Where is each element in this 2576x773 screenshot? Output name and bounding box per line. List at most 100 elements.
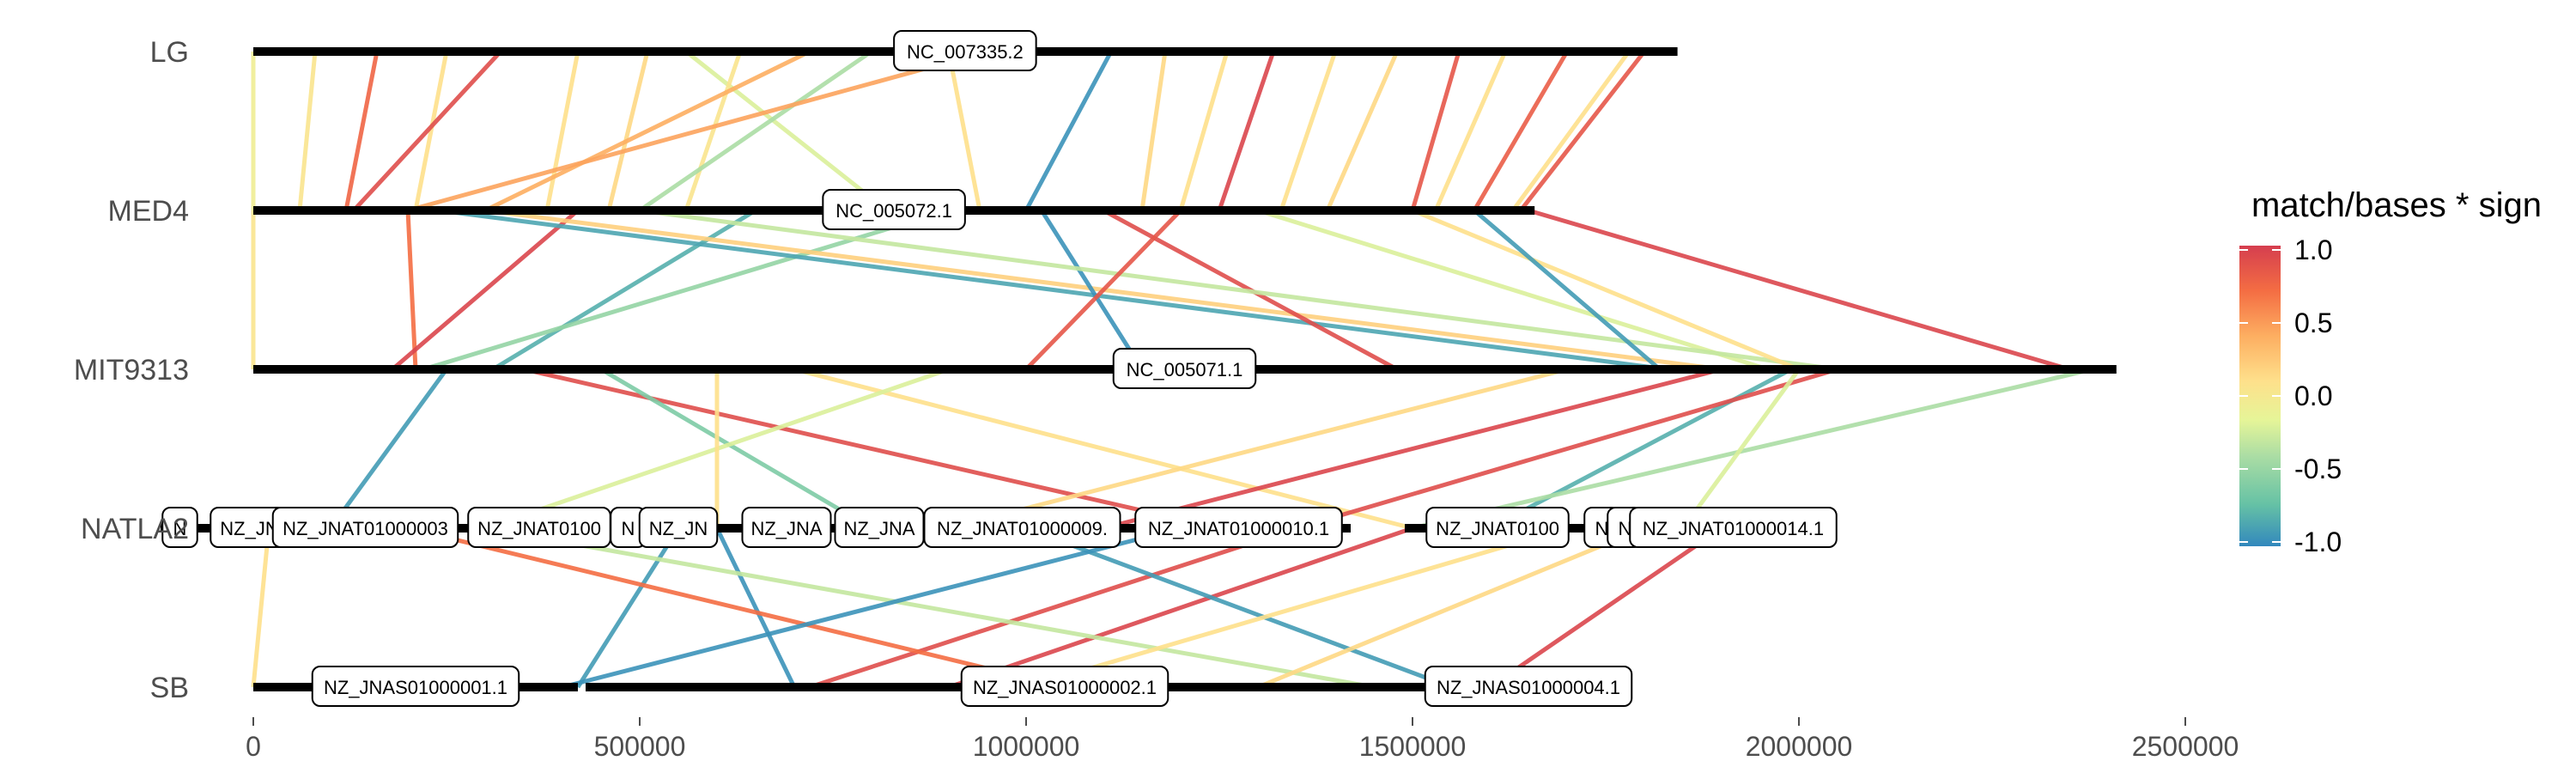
- x-tick-label: 1000000: [973, 731, 1080, 762]
- synteny-link: [1257, 526, 1645, 690]
- legend-tick-label: 0.5: [2294, 307, 2332, 338]
- sequence-tag: NZ_JNAS01000002.1: [960, 666, 1170, 707]
- sequence-tag-label: NZ_JNAT01000014.1: [1643, 518, 1824, 539]
- legend-tick-label: -0.5: [2294, 453, 2342, 484]
- synteny-link: [1325, 50, 1400, 212]
- synteny-link: [809, 526, 1297, 690]
- sequence-tag-label: NZ_JNAS01000001.1: [324, 677, 507, 698]
- synteny-link: [297, 51, 318, 211]
- sequence-tag: NC_007335.2: [893, 30, 1037, 71]
- synteny-link: [1178, 51, 1230, 211]
- sequence-tag: NC_005071.1: [1112, 348, 1257, 389]
- synteny-link: [1528, 208, 2070, 372]
- x-tick-label: 2500000: [2132, 731, 2239, 762]
- legend-tick-label: -1.0: [2294, 526, 2342, 557]
- sequence-tag: NZ_JNA: [741, 507, 832, 548]
- x-tick-label: 2000000: [1746, 731, 1853, 762]
- sequence-tag-label: NZ_JNAT0100: [477, 518, 601, 539]
- synteny-link: [948, 526, 1413, 690]
- sequence-tag: NZ_JNAS01000004.1: [1424, 666, 1633, 707]
- synteny-link: [1217, 51, 1276, 211]
- sequence-tag: NZ_JNAT01000014.1: [1629, 507, 1838, 548]
- sequence-tag: NZ_JN: [210, 507, 289, 548]
- synteny-link: [1410, 51, 1461, 211]
- sequence-tag-box: [638, 507, 719, 548]
- sequence-tag-box: [960, 666, 1170, 707]
- synteny-link: [639, 208, 1838, 372]
- synteny-link: [1025, 526, 1452, 690]
- sequence-tag: NZ_JN: [638, 507, 719, 548]
- sequence-tag: NZ_JNAT01000009.: [923, 507, 1121, 548]
- synteny-link: [405, 210, 418, 370]
- genome-labels: LG MED4 MIT9313 NATLA2 SB: [74, 36, 189, 704]
- sequence-tag-label: N: [622, 518, 635, 539]
- synteny-link: [946, 51, 982, 211]
- sequence-tag-box: [1134, 507, 1343, 548]
- color-legend: match/bases * sign 1.0 0.5 0.0 -0.5 -1.0: [2239, 186, 2542, 557]
- sequence-tag-label: NZ_JNAT01000003: [283, 518, 448, 539]
- sequence-tag: NC_005072.1: [822, 189, 966, 230]
- synteny-link: [683, 51, 743, 211]
- synteny-link: [1412, 208, 1800, 372]
- sequence-tag-label: NZ_JNAT01000009.: [937, 518, 1108, 539]
- x-tick-label: 0: [246, 731, 261, 762]
- sequence-tag-label: NZ_JNAS01000002.1: [973, 677, 1157, 698]
- genome-label: LG: [150, 36, 189, 69]
- synteny-link: [1680, 368, 1801, 530]
- sequence-tag-label: NC_007335.2: [907, 41, 1024, 63]
- synteny-link: [544, 51, 580, 211]
- synteny-link: [1139, 51, 1168, 211]
- genome-label: NATLA2: [81, 513, 189, 545]
- sequence-tag-box: [311, 666, 520, 707]
- genome-label: MIT9313: [74, 354, 189, 386]
- x-axis: 0 500000 1000000 1500000 2000000 2500000: [246, 717, 2239, 762]
- sequence-tag: NZ_JNAT0100: [1425, 507, 1570, 548]
- sequence-tag-box: [822, 189, 966, 230]
- synteny-link: [391, 209, 580, 371]
- genome-label: SB: [150, 672, 189, 704]
- sequence-tag-label: NZ_JNAS01000004.1: [1437, 677, 1620, 698]
- synteny-link: [1024, 209, 1182, 371]
- synteny-link: [714, 526, 797, 689]
- sequence-tag: NZ_JNAT01000003: [271, 507, 459, 548]
- genome-label: MED4: [108, 195, 189, 228]
- sequence-tag-box: [1629, 507, 1838, 548]
- synteny-link: [1473, 209, 1662, 371]
- synteny-links: [251, 49, 2093, 690]
- sequence-tag: NZ_JNAT0100: [467, 507, 611, 548]
- synteny-link: [562, 526, 1182, 690]
- synteny-link: [438, 208, 1668, 372]
- sequence-tag-box: [893, 30, 1037, 71]
- sequence-tag-box: [923, 507, 1121, 548]
- synteny-link: [793, 367, 1413, 531]
- synteny-link: [413, 51, 449, 211]
- synteny-link: [1024, 50, 1114, 212]
- synteny-link: [407, 526, 1066, 690]
- sequence-tag-label: NZ_JNAT0100: [1436, 518, 1559, 539]
- legend-tick-label: 0.0: [2294, 380, 2332, 411]
- synteny-link: [638, 49, 873, 213]
- sequence-tag-label: NC_005071.1: [1127, 359, 1243, 380]
- x-tick-label: 1500000: [1359, 731, 1467, 762]
- sequence-tag-label: NZ_JN: [649, 518, 708, 539]
- sequence-tag-label: N: [1619, 518, 1632, 539]
- legend-ticks: 1.0 0.5 0.0 -0.5 -1.0: [2239, 234, 2342, 557]
- sequence-tag-label: NC_005072.1: [835, 200, 952, 222]
- sequence-tag-box: [741, 507, 832, 548]
- synteny-link: [575, 526, 681, 689]
- synteny-link: [407, 49, 988, 213]
- sequence-tag-label: NZ_JNAT01000010.1: [1148, 518, 1329, 539]
- sequence-tag: NZ_JNA: [834, 507, 925, 548]
- sequence-tag-box: [1425, 507, 1570, 548]
- sequence-tags: NC_007335.2NC_005072.1NC_005071.1N NZ_JN N…: [161, 30, 1838, 707]
- synteny-link: [1279, 51, 1338, 211]
- synteny-link: [1025, 526, 1568, 690]
- synteny-link: [523, 367, 1220, 531]
- synteny-link: [948, 367, 1568, 531]
- synteny-link: [328, 368, 449, 530]
- synteny-link: [1472, 50, 1570, 212]
- sequence-tag: NZ_JNAS01000001.1: [311, 666, 520, 707]
- sequence-tag-label: NZ_JNA: [843, 518, 914, 539]
- synteny-link: [491, 208, 757, 372]
